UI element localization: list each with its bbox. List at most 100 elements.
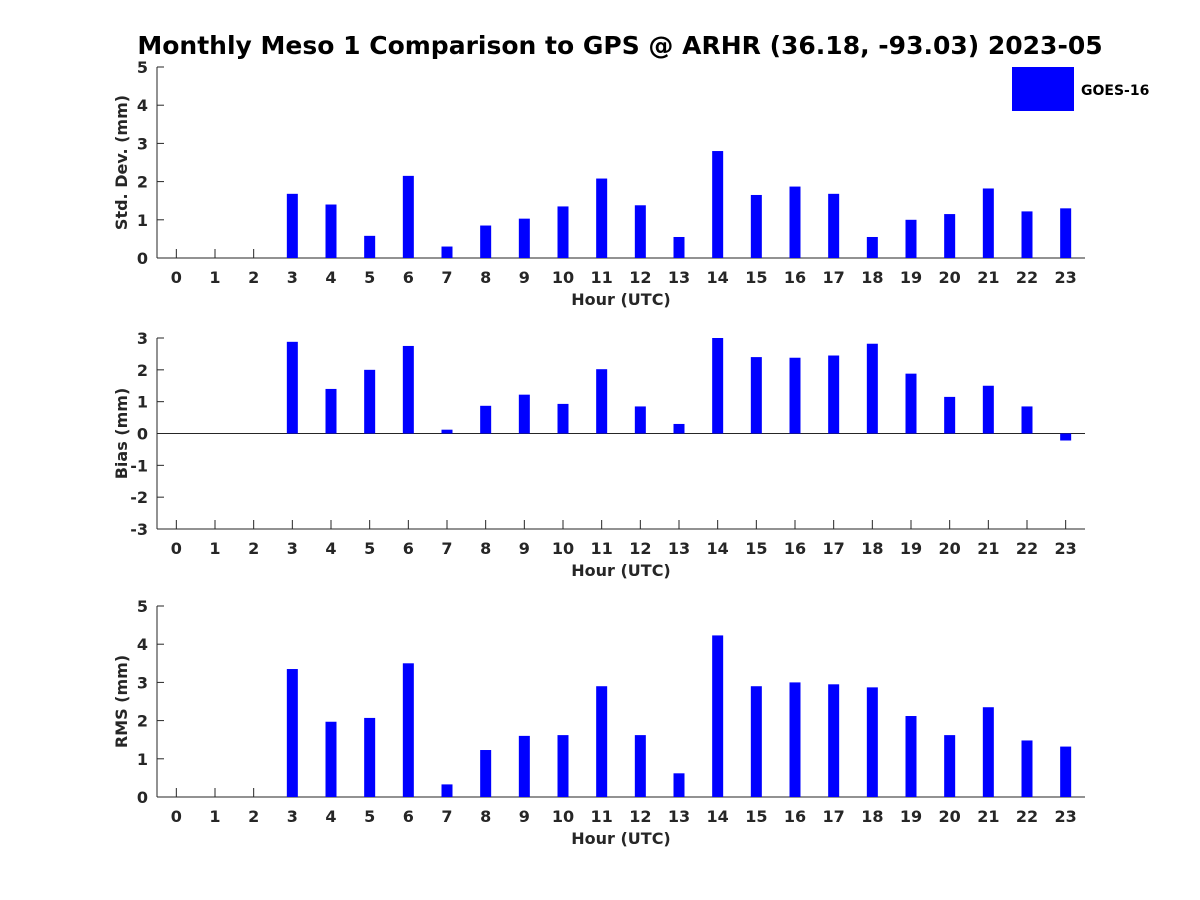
bar-hour-6 [402,345,414,434]
bar-hour-9 [518,735,530,797]
bar-hour-9 [518,394,530,434]
x-tick-label: 21 [977,268,999,287]
x-tick-label: 4 [325,539,336,558]
y-tick-label: 5 [137,58,148,77]
x-tick-label: 9 [519,807,530,826]
bar-hour-6 [402,663,414,797]
y-tick-label: 1 [137,750,148,769]
x-tick-label: 10 [552,539,574,558]
x-tick-label: 2 [248,539,259,558]
x-tick-label: 10 [552,807,574,826]
bar-hour-15 [750,686,762,797]
bar-hour-7 [441,246,453,258]
x-tick-label: 7 [441,807,452,826]
bar-hour-17 [828,684,840,797]
bar-hour-5 [364,369,376,434]
x-tick-label: 7 [441,268,452,287]
x-tick-label: 12 [629,539,651,558]
bar-hour-16 [789,682,801,797]
bar-hour-15 [750,357,762,434]
x-axis-label: Hour (UTC) [571,829,671,848]
x-tick-label: 18 [861,539,883,558]
y-tick-label: 1 [137,211,148,230]
y-tick-label: 0 [137,249,148,268]
x-tick-label: 19 [900,807,922,826]
y-tick-label: 0 [137,425,148,444]
x-tick-label: 16 [784,268,806,287]
x-tick-label: 20 [939,807,961,826]
y-tick-label: 3 [137,134,148,153]
bar-hour-13 [673,423,685,434]
bar-hour-10 [557,403,569,434]
bar-hour-8 [480,225,492,258]
bar-hour-21 [982,707,994,797]
x-tick-label: 8 [480,807,491,826]
bar-hour-16 [789,186,801,258]
x-tick-label: 1 [209,807,220,826]
bar-hour-23 [1060,746,1072,797]
bar-hour-21 [982,385,994,434]
x-tick-label: 0 [171,807,182,826]
bar-hour-21 [982,188,994,258]
y-tick-label: 2 [137,712,148,731]
x-axis-label: Hour (UTC) [571,561,671,580]
x-tick-label: 8 [480,268,491,287]
x-tick-label: 3 [287,807,298,826]
x-tick-label: 22 [1016,268,1038,287]
bar-hour-14 [712,338,724,434]
bar-hour-22 [1021,740,1033,797]
bar-hour-11 [596,369,608,434]
x-tick-label: 22 [1016,807,1038,826]
x-tick-label: 8 [480,539,491,558]
x-tick-label: 13 [668,807,690,826]
bar-hour-20 [944,735,956,797]
x-tick-label: 7 [441,539,452,558]
x-tick-label: 12 [629,807,651,826]
x-tick-label: 23 [1055,807,1077,826]
x-tick-label: 6 [403,807,414,826]
bar-hour-18 [866,687,878,797]
bar-hour-20 [944,214,956,258]
x-tick-label: 17 [823,807,845,826]
x-tick-label: 9 [519,539,530,558]
x-tick-label: 18 [861,268,883,287]
x-tick-label: 3 [287,539,298,558]
bar-hour-12 [634,205,646,258]
bar-hour-3 [286,193,298,258]
bar-hour-16 [789,357,801,434]
x-tick-label: 3 [287,268,298,287]
bar-hour-20 [944,396,956,434]
bar-hour-4 [325,388,337,434]
x-tick-label: 20 [939,539,961,558]
bar-hour-7 [441,784,453,797]
y-axis-label: RMS (mm) [112,655,131,748]
x-tick-label: 19 [900,539,922,558]
x-tick-label: 5 [364,539,375,558]
bar-hour-10 [557,735,569,797]
x-tick-label: 15 [745,539,767,558]
x-tick-label: 22 [1016,539,1038,558]
bar-hour-3 [286,341,298,434]
bar-hour-4 [325,204,337,258]
x-tick-label: 6 [403,539,414,558]
bar-hour-7 [441,429,453,434]
bar-hour-11 [596,686,608,797]
bar-hour-17 [828,193,840,258]
y-tick-label: 1 [137,393,148,412]
x-tick-label: 16 [784,807,806,826]
bar-hour-19 [905,373,917,434]
chart-title: Monthly Meso 1 Comparison to GPS @ ARHR … [137,31,1102,60]
bar-hour-8 [480,405,492,434]
bar-hour-6 [402,175,414,258]
bar-hour-18 [866,236,878,258]
bar-hour-12 [634,406,646,434]
x-axis-label: Hour (UTC) [571,290,671,309]
legend-swatch-goes-16 [1012,67,1074,111]
x-tick-label: 14 [707,268,729,287]
x-tick-label: 15 [745,807,767,826]
x-tick-label: 23 [1055,539,1077,558]
bar-hour-5 [364,717,376,797]
bar-hour-11 [596,178,608,258]
legend-label-goes-16: GOES-16 [1081,83,1149,99]
